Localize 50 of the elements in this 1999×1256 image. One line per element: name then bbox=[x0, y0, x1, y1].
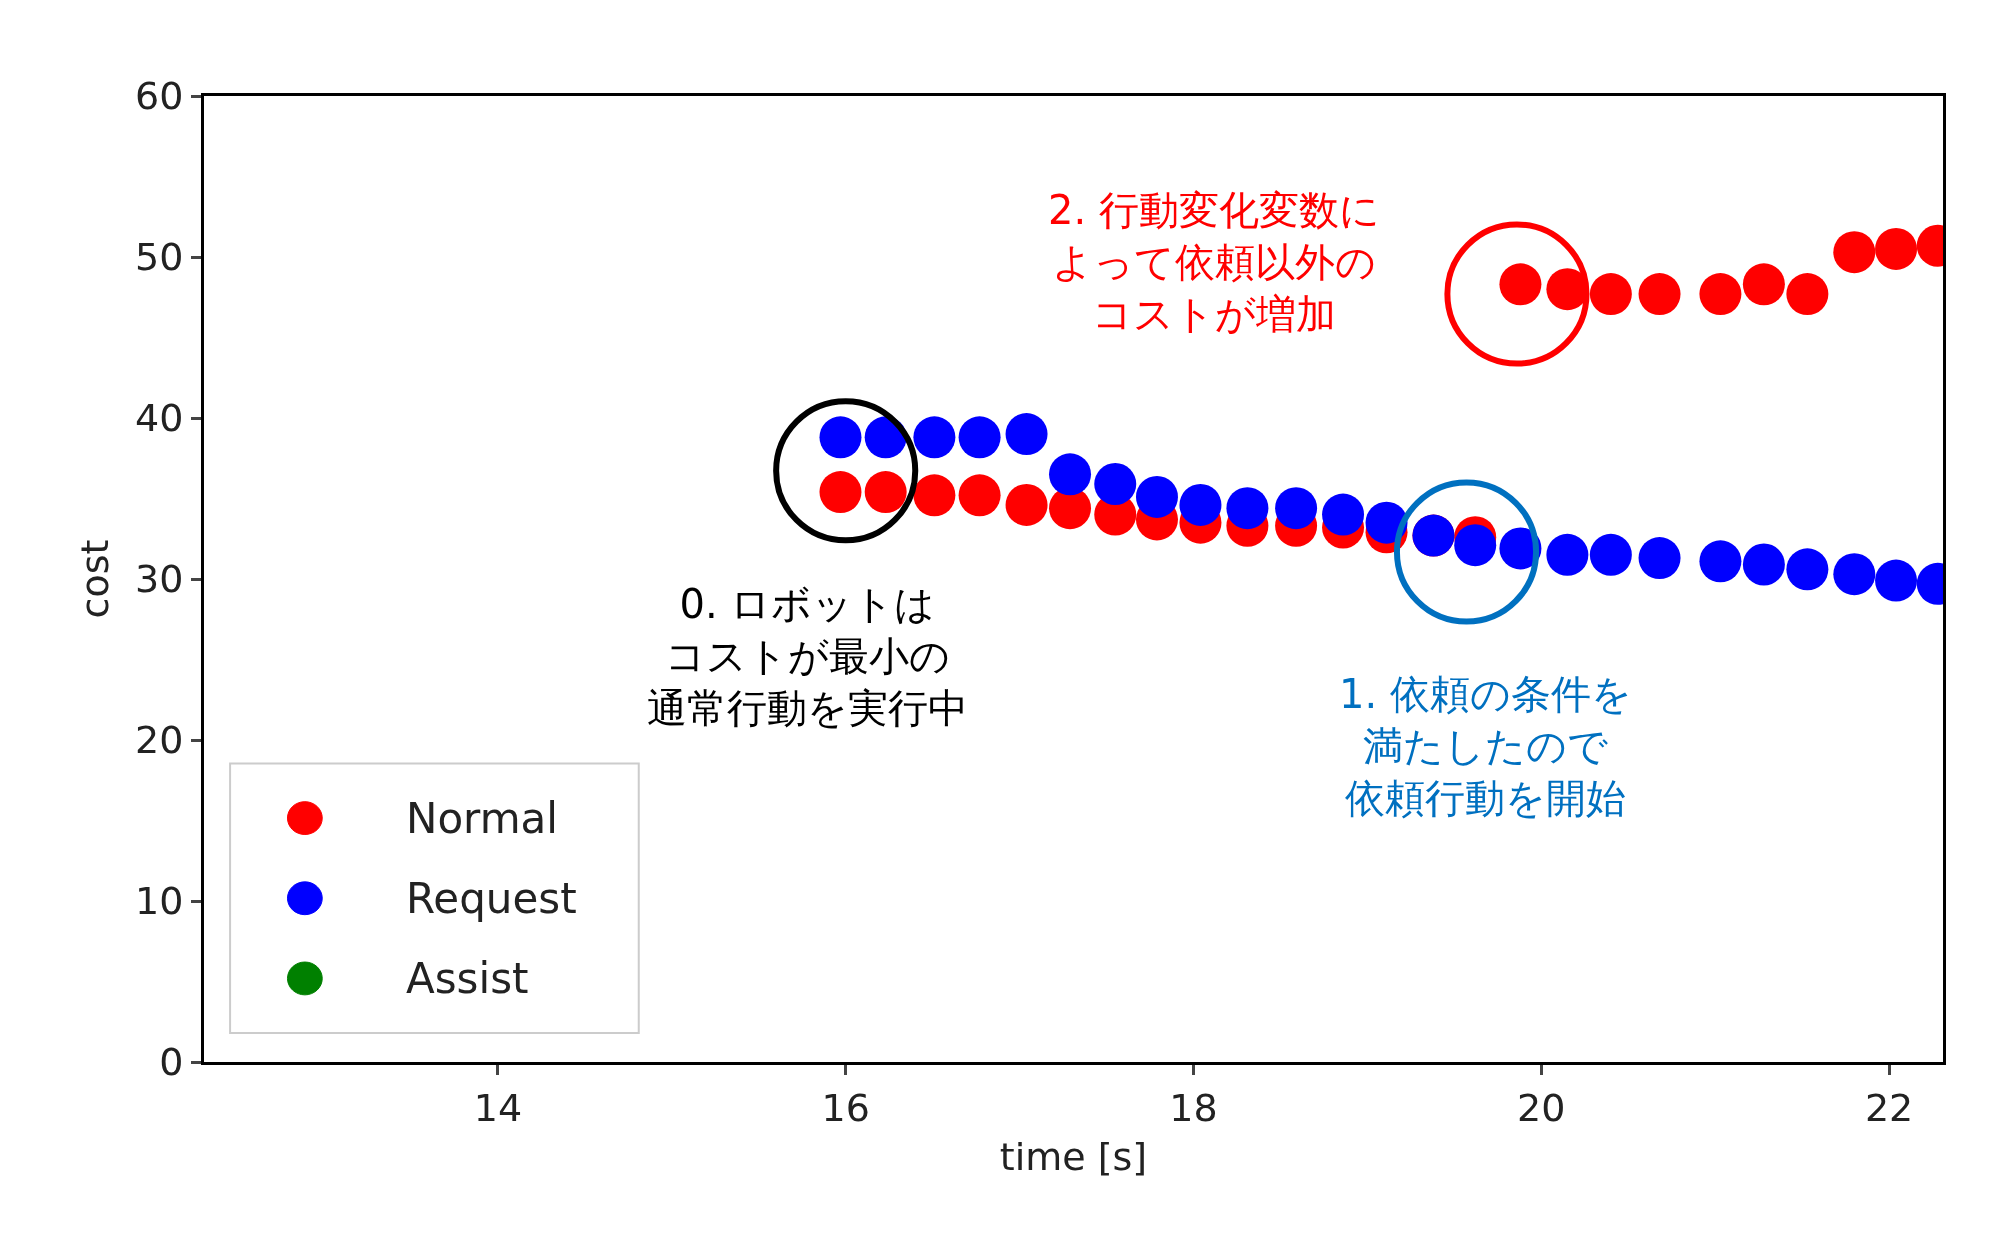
point bbox=[1135, 475, 1178, 518]
point bbox=[1638, 273, 1681, 316]
x-tick-label: 18 bbox=[1169, 1085, 1218, 1130]
point bbox=[1833, 553, 1876, 596]
point bbox=[958, 416, 1001, 459]
point bbox=[1786, 548, 1829, 591]
point bbox=[1275, 487, 1318, 530]
point bbox=[1322, 493, 1365, 536]
point bbox=[1875, 227, 1918, 270]
x-tick-label: 22 bbox=[1864, 1085, 1914, 1130]
point bbox=[1786, 273, 1829, 316]
point bbox=[958, 474, 1001, 517]
annotation: 2. 行動変化変数によって依頼以外のコストが増加 bbox=[1048, 187, 1380, 337]
point bbox=[913, 474, 956, 517]
point bbox=[1833, 231, 1876, 274]
point bbox=[1226, 487, 1269, 530]
point bbox=[1589, 273, 1632, 316]
legend-label: Normal bbox=[406, 794, 558, 843]
point bbox=[1699, 540, 1742, 583]
point bbox=[1005, 483, 1048, 526]
y-axis-title: cost bbox=[73, 539, 118, 619]
point bbox=[1638, 537, 1681, 580]
point bbox=[1179, 483, 1222, 526]
y-tick-label: 40 bbox=[135, 396, 184, 441]
x-axis-title: time [s] bbox=[999, 1134, 1148, 1179]
point bbox=[1049, 453, 1092, 496]
point bbox=[1546, 533, 1589, 576]
legend-label: Assist bbox=[406, 954, 529, 1003]
y-tick-label: 30 bbox=[135, 557, 184, 602]
y-tick-label: 10 bbox=[135, 879, 184, 924]
point bbox=[1742, 263, 1785, 306]
y-tick-label: 50 bbox=[135, 235, 184, 280]
x-tick-label: 14 bbox=[473, 1085, 523, 1130]
point bbox=[1589, 533, 1632, 576]
y-tick-label: 20 bbox=[135, 718, 184, 763]
point bbox=[1742, 543, 1785, 586]
point bbox=[1875, 559, 1918, 602]
x-tick-label: 20 bbox=[1517, 1085, 1566, 1130]
legend-label: Request bbox=[406, 874, 577, 923]
y-tick-label: 60 bbox=[135, 74, 184, 119]
point bbox=[1699, 273, 1742, 316]
annotation: 0. ロボットはコストが最小の通常行動を実行中 bbox=[647, 581, 968, 731]
point bbox=[1094, 463, 1137, 505]
point bbox=[1005, 413, 1048, 456]
x-tick-label: 16 bbox=[821, 1085, 870, 1130]
point bbox=[913, 416, 956, 459]
y-tick-label: 0 bbox=[159, 1040, 184, 1085]
point bbox=[864, 471, 907, 514]
annotation: 1. 依頼の条件を満たしたので依頼行動を開始 bbox=[1339, 671, 1632, 821]
point bbox=[819, 416, 862, 459]
